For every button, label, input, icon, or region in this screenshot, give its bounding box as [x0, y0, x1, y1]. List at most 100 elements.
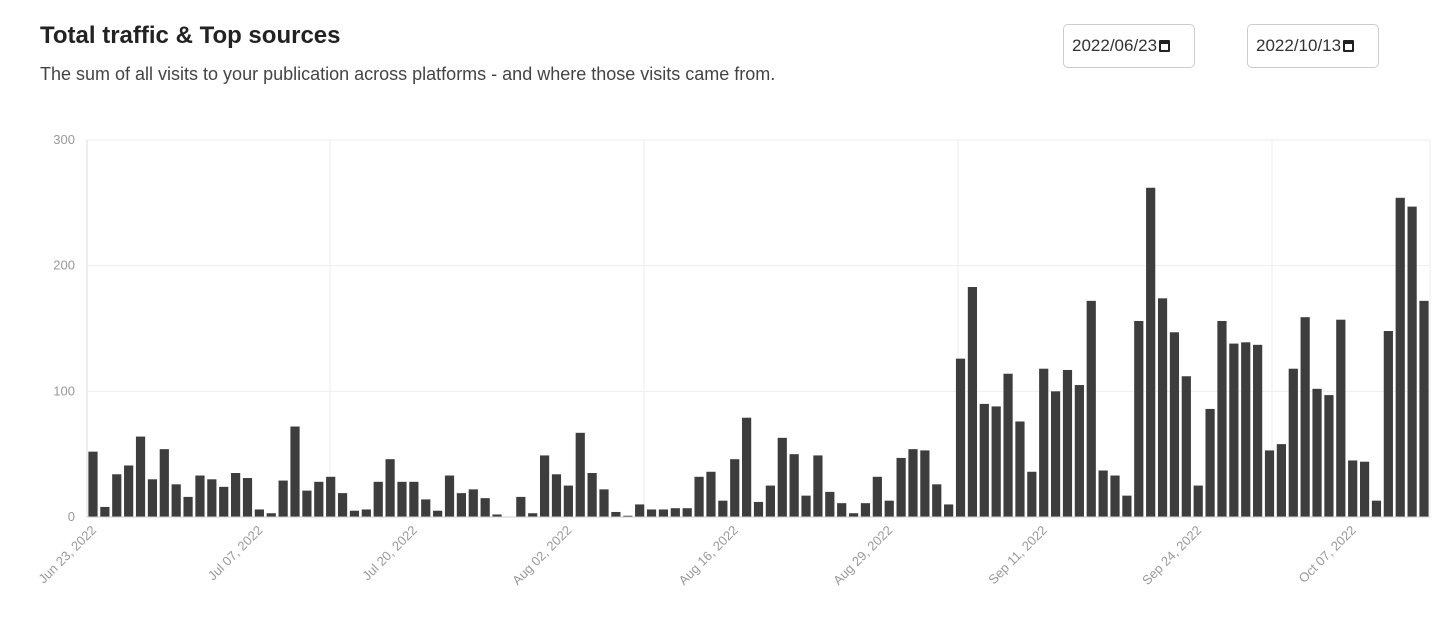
bar: [1395, 197, 1405, 517]
x-tick-label: Aug 02, 2022: [509, 523, 574, 588]
bar: [1312, 388, 1322, 517]
y-tick-label: 200: [53, 258, 75, 273]
bar: [337, 493, 348, 517]
bar: [1383, 331, 1393, 517]
start-date-input[interactable]: 2022/06/23: [1063, 24, 1195, 68]
bar: [1276, 444, 1286, 517]
calendar-icon[interactable]: [1159, 40, 1171, 52]
bar: [932, 484, 942, 517]
bar: [1157, 298, 1168, 517]
end-date-input[interactable]: 2022/10/13: [1247, 24, 1379, 68]
bar: [813, 455, 823, 517]
bar: [825, 491, 835, 517]
bar: [1217, 320, 1227, 517]
bar: [195, 475, 205, 517]
bar: [219, 486, 229, 517]
bar: [1050, 391, 1061, 517]
bar: [135, 436, 146, 517]
bar: [266, 513, 276, 517]
bar: [159, 449, 169, 517]
bar: [302, 490, 312, 517]
bar: [1193, 485, 1203, 517]
bar: [1110, 475, 1120, 517]
bar: [1300, 317, 1310, 517]
bar: [1039, 368, 1049, 517]
bar: [147, 479, 158, 517]
bar: [908, 449, 918, 517]
start-date: 2022/06/23: [1072, 36, 1158, 55]
bar: [1146, 187, 1156, 517]
bar: [837, 503, 847, 517]
bar: [171, 484, 181, 517]
bar: [742, 417, 752, 517]
bar: [623, 515, 633, 517]
bar: [801, 495, 811, 517]
bar: [718, 500, 728, 517]
bar: [492, 514, 502, 517]
bar: [1015, 421, 1025, 517]
bar: [1098, 470, 1108, 517]
x-tick-label: Sep 11, 2022: [985, 523, 1050, 588]
bar: [1003, 373, 1013, 517]
bar: [1122, 495, 1132, 517]
bar: [314, 481, 324, 517]
bar: [765, 485, 775, 517]
bar: [1027, 471, 1037, 517]
y-tick-label: 100: [53, 383, 75, 398]
y-tick-label: 0: [68, 509, 75, 524]
bar: [955, 358, 966, 517]
bar: [789, 454, 799, 517]
bar: [551, 474, 562, 517]
x-tick-label: Jul 20, 2022: [359, 523, 420, 584]
x-tick-label: Aug 16, 2022: [676, 523, 741, 588]
bar: [1336, 319, 1346, 517]
bar: [1181, 376, 1191, 517]
bar: [777, 437, 787, 517]
bar: [646, 509, 657, 517]
bar: [100, 506, 110, 517]
bar: [860, 503, 871, 517]
bar: [444, 475, 455, 517]
calendar-icon[interactable]: [1343, 40, 1355, 52]
bar: [409, 481, 419, 517]
bar: [753, 501, 764, 517]
bar: [599, 489, 609, 517]
bar: [421, 499, 431, 517]
bar: [112, 474, 122, 517]
bar: [991, 406, 1001, 517]
bar: [528, 513, 538, 517]
bar: [730, 459, 740, 517]
bar: [1288, 368, 1298, 517]
bar: [694, 476, 704, 517]
bar: [706, 471, 716, 517]
bar: [1062, 369, 1073, 517]
bar: [124, 465, 134, 517]
bar: [563, 485, 573, 517]
bar: [373, 481, 383, 517]
bar: [587, 473, 597, 517]
bar: [872, 476, 882, 517]
bar: [183, 496, 193, 517]
title: Total traffic & Top sources: [40, 22, 341, 49]
bar: [88, 451, 98, 517]
bar: [290, 426, 300, 517]
bar: [326, 476, 336, 517]
x-tick-label: Oct 07, 2022: [1296, 523, 1359, 586]
bar: [1241, 342, 1251, 517]
end-date: 2022/10/13: [1256, 36, 1342, 55]
bar: [1169, 332, 1180, 517]
bar: [1074, 385, 1084, 517]
bar: [231, 473, 241, 517]
y-tick-label: 300: [53, 132, 75, 147]
bar: [516, 496, 526, 517]
bar: [1253, 344, 1263, 517]
bar: [1264, 450, 1275, 517]
bar: [1359, 461, 1370, 517]
bar: [1134, 320, 1144, 517]
bar: [361, 509, 371, 517]
bar: [896, 457, 906, 517]
bar: [480, 498, 490, 517]
x-tick-label: Sep 24, 2022: [1139, 523, 1204, 588]
bar: [278, 480, 288, 517]
